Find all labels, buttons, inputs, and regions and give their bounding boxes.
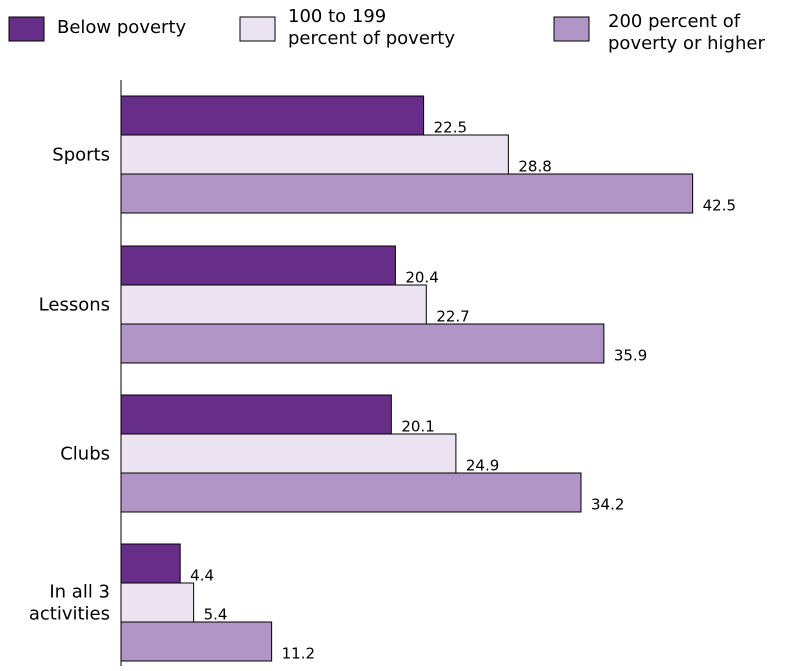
bar [120, 245, 396, 286]
bar [120, 134, 509, 175]
data-label: 22.7 [436, 308, 469, 326]
legend: Below poverty 100 to 199 percent of povert… [8, 6, 765, 54]
data-label: 20.1 [401, 418, 434, 436]
legend-label: Below poverty [57, 17, 187, 38]
legend-label: 200 percent of poverty or higher [608, 11, 765, 54]
data-label: 4.4 [190, 567, 214, 585]
data-label: 35.9 [614, 347, 647, 365]
bar [120, 394, 392, 435]
data-label: 42.5 [703, 197, 736, 215]
category-label: Sports [52, 145, 110, 166]
data-label: 24.9 [466, 457, 499, 475]
data-label: 34.2 [591, 496, 624, 514]
category-label: In all 3 activities [29, 582, 110, 625]
data-label: 20.4 [405, 269, 438, 287]
category-labels: Sports Lessons Clubs In all 3 activities [29, 145, 110, 625]
bar [120, 323, 605, 364]
legend-label: 100 to 199 percent of poverty [288, 6, 455, 49]
bar [120, 582, 195, 623]
category-label: Lessons [39, 295, 110, 316]
bar [120, 284, 427, 325]
category-label: Clubs [60, 444, 110, 465]
bar [120, 433, 457, 474]
bars: 22.5 28.8 42.5 20.4 22.7 35.9 20.1 24.9 34.2 4.4 5… [120, 95, 736, 663]
legend-swatch [8, 16, 45, 42]
data-label: 11.2 [282, 645, 315, 663]
bar [120, 543, 181, 584]
bar [120, 621, 273, 662]
data-label: 22.5 [434, 119, 467, 137]
legend-swatch [239, 16, 276, 42]
bar [120, 472, 582, 513]
bar [120, 173, 694, 214]
data-label: 28.8 [518, 158, 551, 176]
data-label: 5.4 [204, 606, 228, 624]
legend-swatch [553, 16, 590, 42]
bar [120, 95, 425, 136]
